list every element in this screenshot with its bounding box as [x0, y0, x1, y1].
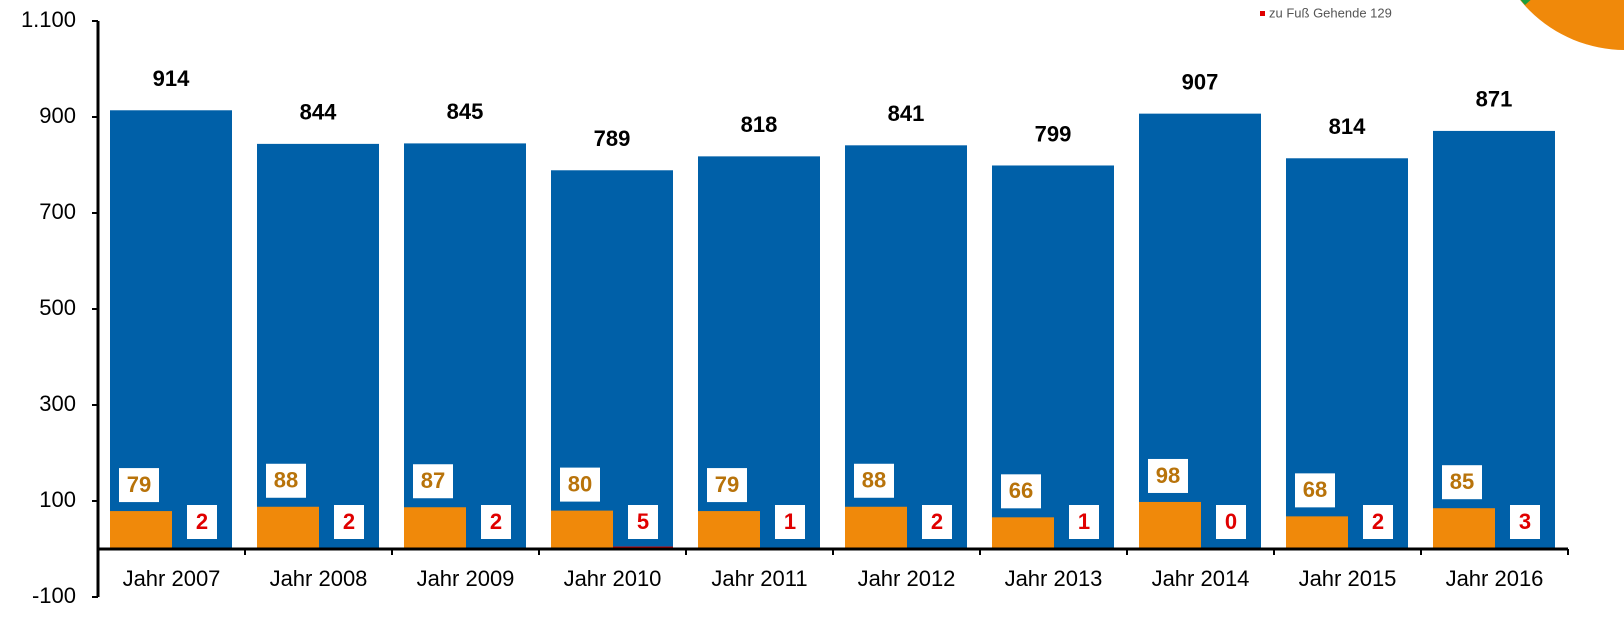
label-box — [187, 505, 217, 539]
data-label: 2 — [490, 509, 502, 534]
data-label: 88 — [862, 468, 886, 493]
data-label: 914 — [153, 66, 190, 91]
pie-slice — [1520, 0, 1531, 5]
x-tick-label: Jahr 2016 — [1446, 566, 1544, 591]
label-box — [707, 468, 747, 503]
data-label: 907 — [1182, 69, 1219, 94]
data-label: 2 — [343, 509, 355, 534]
legend-marker — [1260, 11, 1265, 16]
data-label: 79 — [127, 472, 151, 497]
data-label: 871 — [1476, 87, 1513, 112]
label-box — [334, 505, 364, 539]
label-box — [1510, 505, 1540, 539]
data-label: 79 — [715, 472, 739, 497]
y-tick-label: 500 — [39, 295, 76, 320]
x-tick-label: Jahr 2009 — [417, 566, 515, 591]
data-label: 66 — [1009, 478, 1033, 503]
data-label: 2 — [196, 509, 208, 534]
bar — [551, 510, 613, 549]
annotation: zu Fuß Gehende 129 — [1269, 5, 1392, 20]
data-label: 2 — [1372, 509, 1384, 534]
data-label: 841 — [888, 101, 925, 126]
bar — [698, 511, 760, 549]
y-tick-label: 1.100 — [21, 7, 76, 32]
y-tick-label: 700 — [39, 199, 76, 224]
data-label: 2 — [931, 509, 943, 534]
label-box — [413, 464, 453, 499]
label-box — [854, 463, 894, 498]
data-label: 844 — [300, 100, 337, 125]
label-box — [1363, 505, 1393, 539]
data-label: 814 — [1329, 114, 1366, 139]
bar — [845, 506, 907, 549]
x-tick-label: Jahr 2007 — [123, 566, 221, 591]
data-label: 818 — [741, 112, 778, 137]
data-label: 5 — [637, 509, 649, 534]
data-label: 80 — [568, 471, 592, 496]
bar — [257, 506, 319, 549]
bar — [404, 507, 466, 549]
pie-fragment — [1520, 0, 1624, 50]
x-tick-label: Jahr 2011 — [711, 566, 807, 591]
data-label: 1 — [1078, 509, 1090, 534]
label-box — [628, 505, 658, 539]
label-box — [1001, 474, 1041, 509]
label-box — [1216, 505, 1246, 539]
data-label: 85 — [1450, 469, 1474, 494]
data-label: 845 — [447, 99, 484, 124]
bar — [1433, 508, 1495, 549]
bar — [992, 517, 1054, 549]
label-box — [775, 505, 805, 539]
y-tick-label: 100 — [39, 487, 76, 512]
label-box — [1148, 458, 1188, 493]
data-label: 799 — [1035, 121, 1072, 146]
pie-slice — [1520, 0, 1624, 50]
x-tick-label: Jahr 2015 — [1299, 566, 1397, 591]
label-box — [922, 505, 952, 539]
data-label: 789 — [594, 126, 631, 151]
data-label: 98 — [1156, 463, 1180, 488]
label-box — [266, 463, 306, 498]
y-tick-label: 300 — [39, 391, 76, 416]
label-box — [1295, 473, 1335, 508]
data-label: 1 — [784, 509, 796, 534]
bar — [1139, 501, 1201, 549]
data-label: 3 — [1519, 509, 1531, 534]
data-label: 88 — [274, 468, 298, 493]
x-tick-label: Jahr 2008 — [270, 566, 368, 591]
bar — [1286, 516, 1348, 549]
data-label: 0 — [1225, 509, 1237, 534]
label-box — [1069, 505, 1099, 539]
bar — [110, 511, 172, 549]
x-tick-label: Jahr 2013 — [1005, 566, 1103, 591]
x-tick-label: Jahr 2014 — [1152, 566, 1250, 591]
data-label: 87 — [421, 468, 445, 493]
x-tick-label: Jahr 2012 — [858, 566, 956, 591]
label-box — [481, 505, 511, 539]
data-label: 68 — [1303, 477, 1327, 502]
label-box — [560, 467, 600, 502]
x-tick-label: Jahr 2010 — [564, 566, 662, 591]
y-tick-label: -100 — [32, 583, 76, 608]
y-tick-label: 900 — [39, 103, 76, 128]
label-box — [1442, 465, 1482, 500]
label-box — [119, 468, 159, 503]
